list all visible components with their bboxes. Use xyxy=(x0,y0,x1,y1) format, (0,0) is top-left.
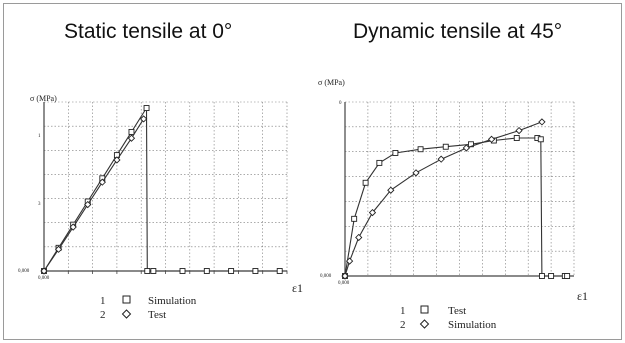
data-point-diamond xyxy=(515,126,523,135)
y-axis-label: σ (MPa) xyxy=(30,94,57,103)
legend: 1 Simulation 2 Test xyxy=(100,295,197,321)
data-point-square xyxy=(417,146,424,153)
x-origin-label: 0,000 xyxy=(338,281,350,286)
legend: 1 Test 2 Simulation xyxy=(400,305,497,331)
data-point-square xyxy=(537,136,544,143)
x-origin-label: 0,000 xyxy=(38,276,50,281)
data-point-diamond xyxy=(127,134,136,142)
data-point-diamond xyxy=(538,118,546,126)
data-point-square xyxy=(144,268,151,274)
data-point-square xyxy=(513,135,520,141)
data-point-diamond xyxy=(345,257,354,265)
data-point-square xyxy=(228,268,235,274)
data-point-square xyxy=(150,268,157,274)
series-line-simulation xyxy=(43,106,280,272)
data-point-diamond xyxy=(98,178,106,186)
data-point-diamond xyxy=(40,267,48,275)
data-point-diamond xyxy=(113,156,121,164)
data-point-diamond xyxy=(387,186,395,194)
y-tick-label: 1 xyxy=(38,134,41,139)
data-point-square xyxy=(442,143,449,150)
y-origin-label: 0,000 xyxy=(18,269,30,274)
legend-number: 1 xyxy=(400,305,406,317)
chart-static-tensile: σ (MPa) 0,000 0,000 3 1 ε1 1 Simulation … xyxy=(18,94,303,321)
data-point-diamond xyxy=(487,135,496,143)
legend-number: 2 xyxy=(400,319,406,331)
series-layer xyxy=(341,118,571,280)
data-point-diamond xyxy=(462,144,471,152)
series-layer xyxy=(40,105,288,275)
y-origin-label: 0,000 xyxy=(320,274,332,279)
data-point-diamond xyxy=(341,272,349,280)
y-tick-label: 0 xyxy=(339,101,342,106)
chart-title-static: Static tensile at 0° xyxy=(64,20,233,43)
series-line-test xyxy=(344,137,568,277)
legend-number: 1 xyxy=(100,295,106,307)
data-point-diamond xyxy=(412,169,420,177)
legend-label: Simulation xyxy=(448,319,497,331)
chart-title-dynamic: Dynamic tensile at 45° xyxy=(353,20,563,43)
data-point-square xyxy=(276,268,283,274)
data-point-diamond xyxy=(437,155,445,163)
chart-dynamic-tensile: σ (MPa) 0,000 0,000 0 ε1 1 Test 2 Simula… xyxy=(318,78,588,331)
data-point-square xyxy=(203,268,210,274)
data-point-square xyxy=(252,268,259,274)
chart-grid xyxy=(44,101,288,271)
data-point-square xyxy=(392,150,399,156)
legend-label: Test xyxy=(148,309,166,321)
series-line-test xyxy=(43,118,145,272)
data-point-square xyxy=(179,268,186,274)
square-marker-icon xyxy=(122,295,131,304)
diamond-marker-icon xyxy=(419,319,430,329)
chart-grid xyxy=(345,101,575,276)
data-point-square xyxy=(362,179,369,186)
data-point-diamond xyxy=(54,245,63,253)
data-point-diamond xyxy=(69,223,77,231)
legend-label: Test xyxy=(448,305,466,317)
data-point-square xyxy=(376,159,383,166)
data-point-square xyxy=(351,215,358,222)
diamond-marker-icon xyxy=(121,309,132,319)
legend-label: Simulation xyxy=(148,295,197,307)
data-point-diamond xyxy=(84,200,92,209)
legend-number: 2 xyxy=(100,309,106,321)
y-axis-label: σ (MPa) xyxy=(318,78,345,87)
data-point-square xyxy=(564,273,571,279)
x-axis-label: ε1 xyxy=(577,289,588,303)
square-marker-icon xyxy=(420,305,429,314)
y-tick-label: 3 xyxy=(38,202,41,207)
data-point-square xyxy=(128,128,135,135)
data-point-square xyxy=(538,273,545,279)
data-point-square xyxy=(143,105,150,111)
data-point-diamond xyxy=(368,208,377,217)
data-point-diamond xyxy=(355,233,363,242)
data-point-diamond xyxy=(139,115,148,123)
x-axis-label: ε1 xyxy=(292,281,303,295)
data-point-square xyxy=(548,273,555,279)
